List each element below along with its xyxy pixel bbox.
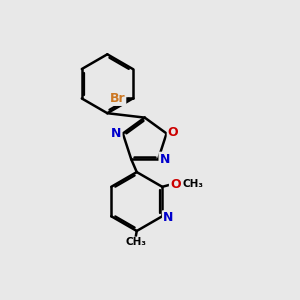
Text: O: O (170, 178, 181, 191)
Text: N: N (111, 127, 122, 140)
Text: N: N (163, 211, 173, 224)
Text: Br: Br (110, 92, 125, 105)
Text: CH₃: CH₃ (183, 179, 204, 190)
Text: N: N (160, 153, 170, 166)
Text: CH₃: CH₃ (125, 237, 146, 247)
Text: O: O (168, 125, 178, 139)
